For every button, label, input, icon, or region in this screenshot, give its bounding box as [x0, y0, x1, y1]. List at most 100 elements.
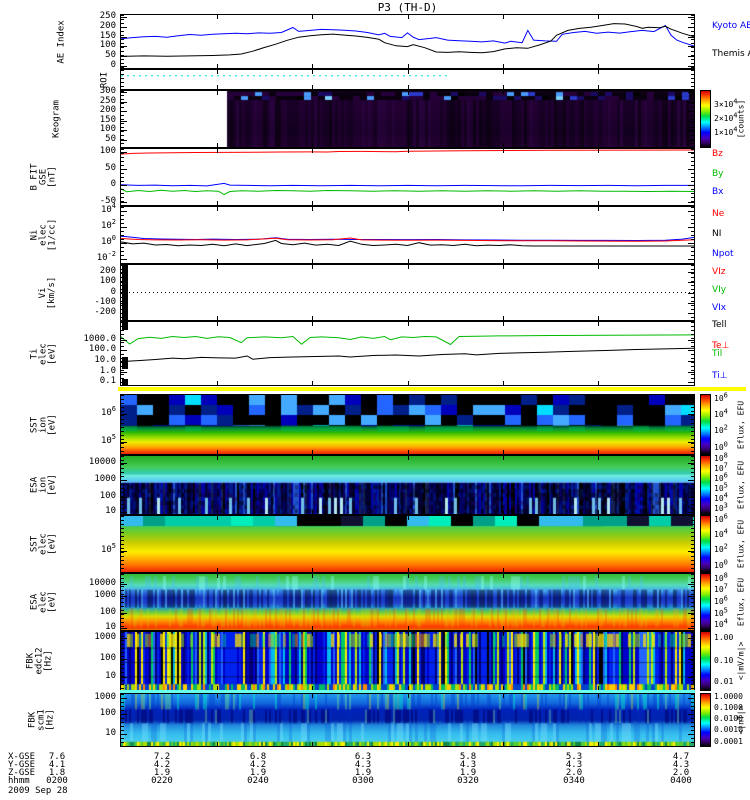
y-tick-mark: [121, 497, 127, 499]
ytick-label-ti: 0.1: [99, 376, 116, 387]
ytick-label-vi: 100: [99, 276, 116, 287]
x-tick-mark: [598, 686, 600, 690]
series-ni: [121, 239, 694, 247]
x-tick-mark: [311, 265, 313, 269]
colorbar-fbk1: [700, 631, 711, 691]
x-tick-mark: [598, 450, 600, 454]
fbk-separator-bar: [120, 690, 695, 693]
x-tick-mark: [407, 632, 409, 636]
x-tick-mark: [503, 568, 505, 572]
panel-esa_ion-plot: [120, 455, 695, 515]
ytick-label-keogram: 50: [105, 133, 116, 144]
y-tick-mark: [121, 677, 127, 679]
ytick-label-esa_elec: 1000: [94, 590, 116, 601]
x-tick-mark: [598, 322, 600, 326]
y-tick-mark: [121, 551, 127, 553]
x-tick-mark: [598, 64, 600, 68]
panel-sst_elec-plot: [120, 515, 695, 573]
y-tick-mark: [688, 313, 694, 315]
footer-value: 4.7: [672, 752, 690, 762]
footer-value: 0400: [670, 776, 692, 786]
x-tick-mark: [311, 316, 313, 320]
colorbar-tick-esa_ion: 105: [714, 481, 728, 494]
ytick-label-fbk1: 10: [105, 671, 116, 682]
footer-value: 6.8: [249, 752, 267, 762]
quality-flag-bar: [122, 322, 128, 330]
x-tick-mark: [311, 322, 313, 326]
y-tick-mark: [121, 185, 127, 187]
x-tick-mark: [503, 91, 505, 95]
ytick-label-bfit: 50: [105, 162, 116, 173]
legend-ne: Ne: [712, 209, 725, 219]
x-tick-mark: [311, 201, 313, 205]
y-tick-mark: [688, 413, 694, 415]
x-tick-mark: [503, 207, 505, 211]
sst_ion-spectrogram: [121, 395, 694, 454]
x-tick-mark: [598, 632, 600, 636]
y-tick-mark: [688, 551, 694, 553]
legend-ti⊥: Ti⊥: [712, 371, 728, 381]
ylabel-fbk2: FBK scm1 [Hz]: [27, 709, 56, 731]
footer-value: 1.9: [354, 768, 372, 778]
colorbar-esa_ion: [700, 455, 711, 515]
y-tick-mark: [688, 227, 694, 229]
x-tick-mark: [503, 381, 505, 385]
legend-tell: Tell: [712, 320, 727, 330]
colorbar-tick-fbk1: 1.00: [714, 633, 734, 643]
panel-bfit-plot: [120, 148, 695, 206]
x-tick-mark: [216, 85, 218, 89]
y-tick-mark: [121, 56, 127, 58]
y-tick-mark: [121, 714, 127, 716]
x-tick-mark: [311, 381, 313, 385]
panel-ni-plot: [120, 206, 695, 264]
y-tick-mark: [688, 497, 694, 499]
ytick-label-bfit: 0: [110, 179, 116, 190]
y-tick-mark: [121, 371, 127, 373]
x-tick-mark: [407, 516, 409, 520]
x-tick-mark: [407, 626, 409, 630]
footer-value: 4.1: [48, 760, 66, 770]
x-tick-mark: [216, 91, 218, 95]
x-tick-mark: [598, 694, 600, 698]
ytick-label-esa_elec: 100: [99, 607, 116, 618]
colorbar-tick-sst_ion: 102: [714, 423, 728, 436]
x-tick-mark: [598, 516, 600, 520]
colorbar-tick-esa_ion: 106: [714, 471, 728, 483]
x-tick-mark: [503, 694, 505, 698]
colorbar-tick-esa_elec: 104: [714, 617, 728, 630]
ytick-label-ni: 100: [100, 234, 116, 248]
y-tick-mark: [688, 733, 694, 735]
x-tick-mark: [216, 510, 218, 514]
x-tick-mark: [311, 85, 313, 89]
colorbar-tick-esa_elec: 105: [714, 605, 728, 618]
colorbar-esa_elec: [700, 573, 711, 631]
y-tick-mark: [688, 714, 694, 716]
ytick-label-vi: 0: [110, 286, 116, 297]
colorbar-unit-fbk2: <|nT|>: [736, 705, 746, 735]
x-tick-mark: [407, 316, 409, 320]
ytick-label-ti: 100.0: [88, 344, 116, 355]
y-tick-mark: [688, 302, 694, 304]
panel-esa_elec-plot: [120, 573, 695, 631]
x-tick-mark: [503, 259, 505, 263]
x-tick-mark: [407, 143, 409, 147]
x-tick-mark: [311, 15, 313, 19]
y-tick-mark: [688, 259, 694, 261]
footer-value: 5.8: [459, 752, 477, 762]
series-kyoto-ae: [121, 24, 694, 47]
x-tick-mark: [407, 265, 409, 269]
ytick-label-ae: 0: [110, 59, 116, 70]
x-tick-mark: [598, 15, 600, 19]
x-tick-mark: [216, 626, 218, 630]
x-tick-mark: [311, 516, 313, 520]
x-tick-mark: [311, 456, 313, 460]
panel-fbk1-plot: [120, 631, 695, 691]
x-tick-mark: [311, 574, 313, 578]
footer-row-label-y-gse: Y-GSE: [8, 760, 36, 770]
y-tick-mark: [688, 350, 694, 352]
colorbar-unit-esa_elec: Eflux, EFU: [736, 577, 746, 627]
x-tick-mark: [407, 259, 409, 263]
y-tick-mark: [121, 101, 127, 103]
x-tick-mark: [598, 395, 600, 399]
panel-vi-plot: [120, 264, 695, 321]
